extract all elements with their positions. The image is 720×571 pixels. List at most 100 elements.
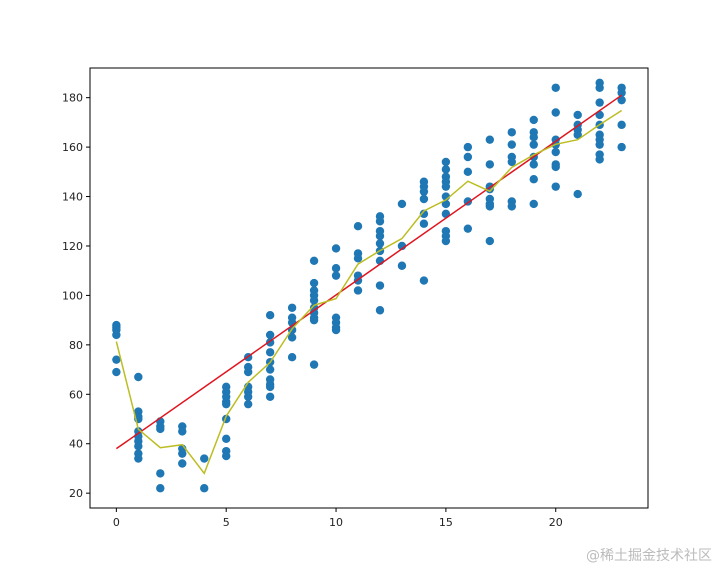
data-point (309, 296, 319, 305)
data-point (309, 360, 319, 369)
data-point (529, 133, 538, 142)
data-point (595, 155, 604, 164)
mean-line (115, 109, 623, 475)
data-point (222, 434, 231, 443)
data-point (331, 271, 341, 280)
data-point (573, 110, 582, 120)
data-point (551, 83, 560, 92)
x-tick-label: 0 (113, 516, 120, 529)
data-point (112, 355, 121, 364)
data-point (419, 209, 429, 219)
data-point (485, 160, 495, 169)
data-point (419, 276, 429, 285)
data-point (112, 330, 121, 340)
data-point (419, 194, 429, 204)
data-point (441, 165, 451, 174)
data-point (156, 469, 165, 478)
data-point (265, 365, 275, 374)
data-point (595, 98, 604, 107)
data-point (441, 182, 451, 191)
data-point (551, 182, 560, 191)
data-point (375, 217, 385, 226)
data-point (551, 108, 560, 117)
data-point (375, 239, 385, 248)
data-point (485, 202, 495, 211)
data-point (243, 399, 253, 409)
data-point (595, 83, 604, 92)
data-point (375, 231, 385, 241)
x-tick-label: 10 (329, 516, 343, 529)
data-point (309, 278, 319, 288)
data-point (419, 219, 429, 228)
data-point (134, 454, 143, 463)
data-point (375, 306, 385, 315)
y-tick-label: 80 (69, 339, 83, 352)
data-point (265, 392, 275, 401)
data-point (397, 261, 407, 270)
y-tick-label: 120 (62, 240, 83, 253)
data-point (287, 303, 297, 312)
data-point (507, 128, 516, 137)
data-point (529, 160, 538, 169)
fit-line (115, 94, 623, 450)
data-point (112, 367, 121, 377)
data-point (441, 236, 451, 246)
data-point (463, 224, 473, 233)
data-point (265, 310, 275, 320)
data-point (375, 281, 385, 290)
x-tick-label: 20 (549, 516, 563, 529)
plot-frame (89, 67, 649, 509)
data-point (551, 147, 560, 157)
data-point (441, 199, 451, 209)
data-point (200, 454, 209, 463)
y-tick-label: 140 (62, 191, 83, 204)
data-point (287, 333, 297, 342)
data-point (222, 451, 231, 461)
watermark: @稀土掘金技术社区 (586, 548, 712, 564)
data-point (134, 442, 143, 451)
data-point (617, 88, 626, 97)
data-point (441, 157, 451, 167)
x-tick-label: 15 (439, 516, 453, 529)
data-point (134, 372, 143, 382)
data-point (243, 392, 253, 401)
y-tick-label: 100 (62, 289, 83, 302)
data-point (485, 184, 495, 194)
data-point (463, 167, 473, 177)
data-point (595, 140, 604, 149)
data-point (200, 484, 209, 493)
data-point (331, 325, 341, 335)
data-point (529, 199, 538, 209)
data-point (397, 199, 407, 209)
y-tick-label: 20 (69, 487, 83, 500)
data-point (265, 348, 275, 357)
data-point (463, 152, 473, 162)
data-point (485, 236, 495, 246)
data-point (331, 264, 341, 273)
data-point (309, 256, 319, 266)
data-point (353, 286, 363, 295)
data-point (529, 140, 538, 149)
data-point (309, 315, 319, 325)
data-point (617, 95, 626, 105)
data-point (243, 367, 253, 377)
data-point (617, 120, 626, 130)
y-tick-label: 60 (69, 388, 83, 401)
data-point (551, 162, 560, 172)
data-point (463, 142, 473, 152)
data-point (507, 157, 516, 167)
data-point (178, 427, 187, 436)
x-tick-label: 5 (223, 516, 230, 529)
data-point (529, 115, 538, 125)
data-point (156, 484, 165, 493)
data-point (485, 135, 495, 144)
y-tick-label: 40 (69, 438, 83, 451)
data-point (419, 187, 429, 196)
data-point (507, 140, 516, 149)
data-point (507, 202, 516, 211)
data-point (178, 459, 187, 468)
y-tick-label: 180 (62, 92, 83, 105)
data-point (265, 382, 275, 392)
data-point (573, 130, 582, 139)
